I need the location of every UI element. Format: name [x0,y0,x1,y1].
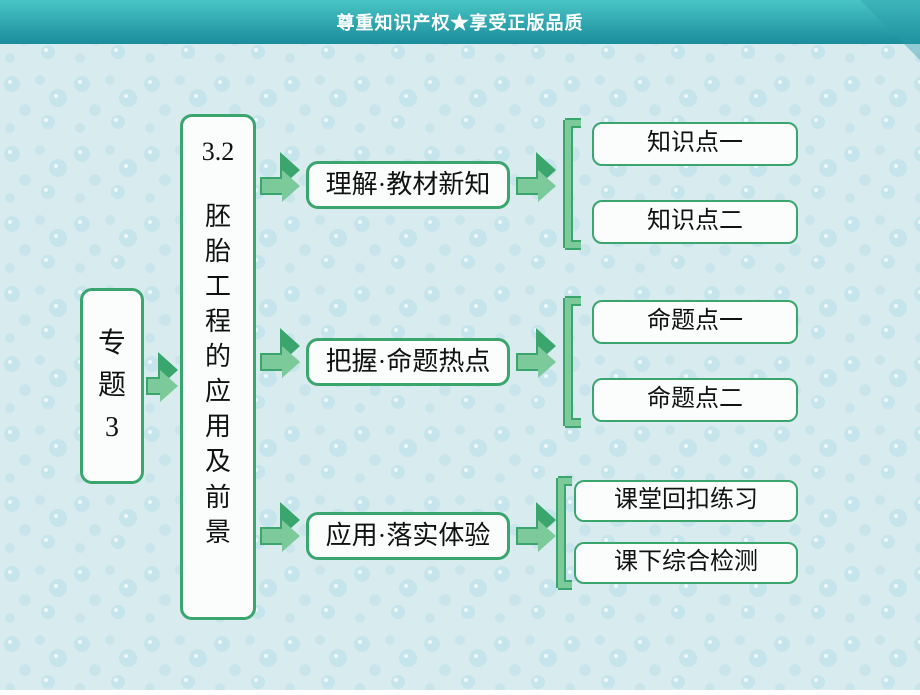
arrow-icon [146,370,178,402]
level3-box-2[interactable]: 应用·落实体验 [306,512,510,560]
level3-box-0[interactable]: 理解·教材新知 [306,161,510,209]
bracket-connector [565,298,581,426]
header-text: 尊重知识产权★享受正版品质 [337,9,584,35]
arrow-icon [516,170,556,202]
level4-box-1[interactable]: 知识点二 [592,200,798,244]
level3-box-1[interactable]: 把握·命题热点 [306,338,510,386]
arrow-icon [260,346,300,378]
level4-box-5[interactable]: 课下综合检测 [574,542,798,584]
diagram-canvas: 专题3 3.2胚胎工程的应用及前景 理解·教材新知把握·命题热点应用·落实体验 知识点… [0,0,920,690]
level4-box-2[interactable]: 命题点一 [592,300,798,344]
header-bar: 尊重知识产权★享受正版品质 [0,0,920,44]
level4-box-0[interactable]: 知识点一 [592,122,798,166]
arrow-icon [260,520,300,552]
level4-box-3[interactable]: 命题点二 [592,378,798,422]
bracket-connector [565,120,581,248]
corner-decoration [860,0,920,60]
arrow-icon [516,520,556,552]
level2-box[interactable]: 3.2胚胎工程的应用及前景 [180,114,256,620]
arrow-icon [260,170,300,202]
bracket-connector [558,478,572,588]
level1-box[interactable]: 专题3 [80,288,144,484]
level4-box-4[interactable]: 课堂回扣练习 [574,480,798,522]
arrow-icon [516,346,556,378]
